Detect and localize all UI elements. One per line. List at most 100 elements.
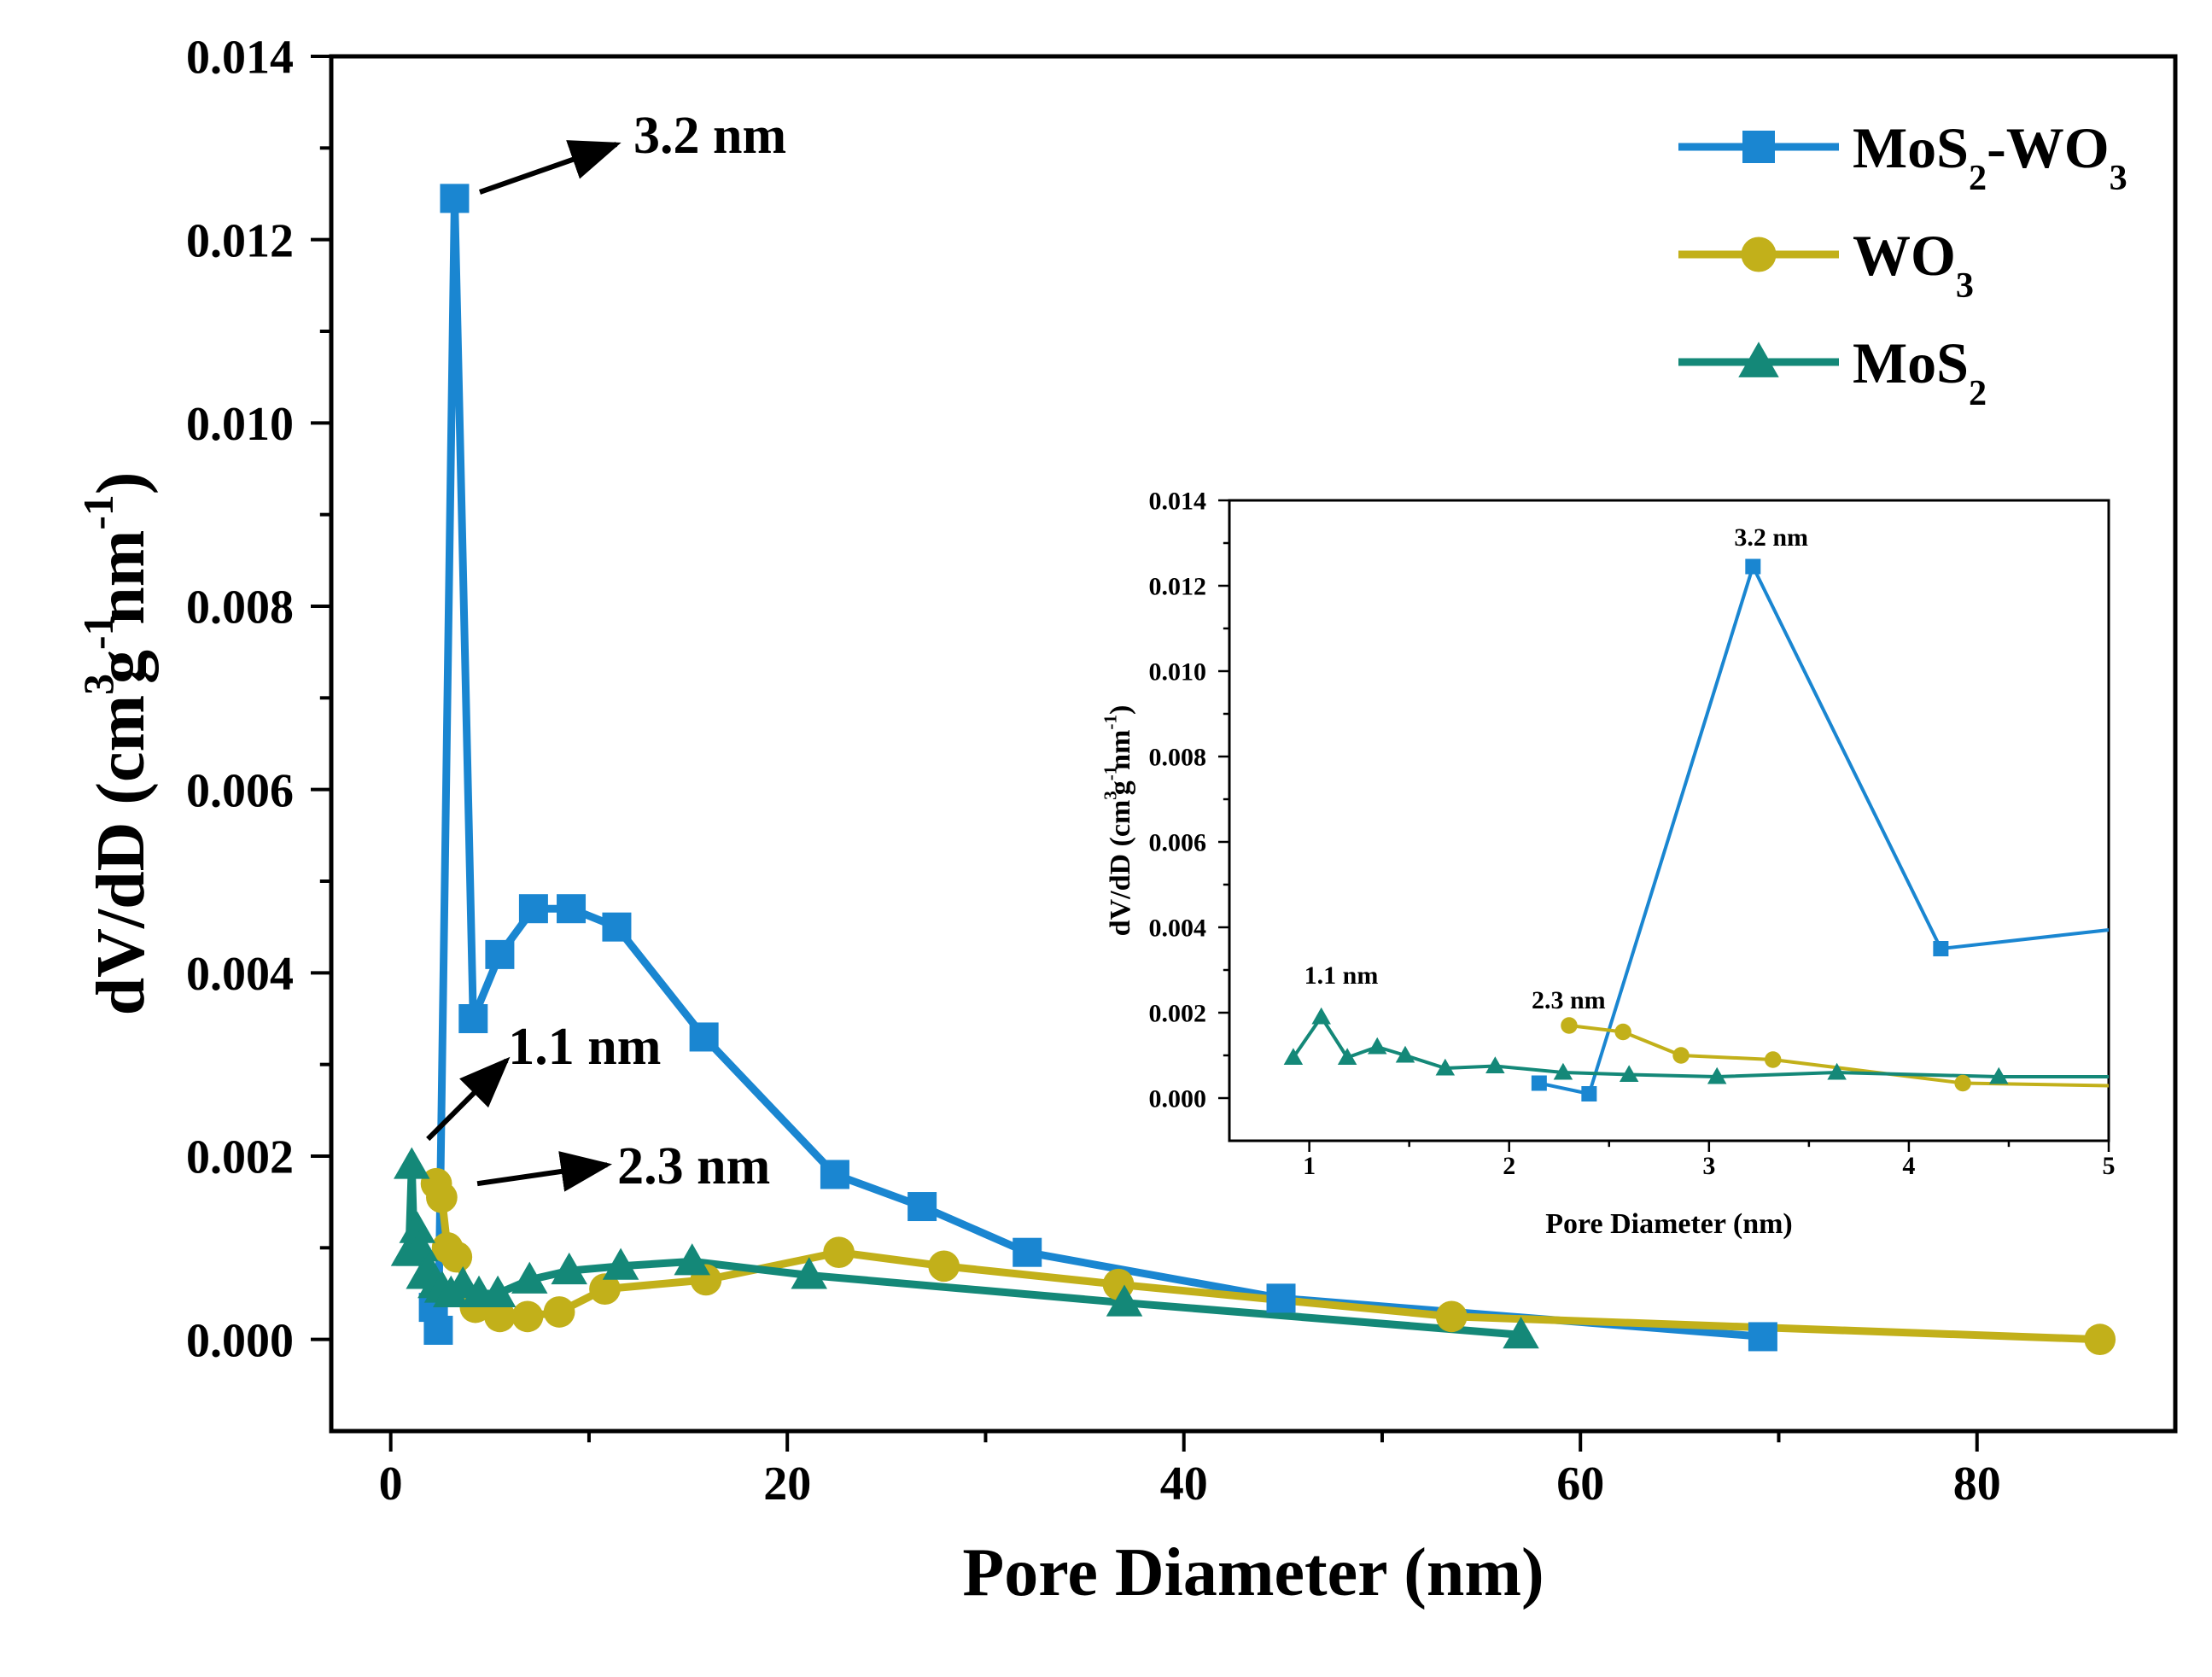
inset-series-line-wo3 <box>1568 1024 2109 1088</box>
inset-y-tick-label: 0.010 <box>1149 658 1207 687</box>
main-point-mos2-wo3 <box>1266 1283 1296 1313</box>
main-x-tick-label: 20 <box>763 1458 811 1510</box>
inset-y-axis-title: dV/dD (cm3g-1nm-1) <box>1100 705 1136 937</box>
inset-point-mos2-wo3 <box>1933 941 1949 956</box>
inset-annotation-label: 1.1 nm <box>1304 961 1379 990</box>
main-x-tick-label: 60 <box>1556 1458 1604 1510</box>
inset-x-tick-label: 5 <box>2103 1152 2116 1180</box>
inset-y-tick-label: 0.006 <box>1149 829 1207 857</box>
main-y-tick-label: 0.010 <box>186 398 294 451</box>
main-x-axis-title: Pore Diameter (nm) <box>962 1535 1544 1610</box>
main-point-mos2 <box>791 1257 827 1289</box>
inset-plot-frame <box>1228 499 2110 1142</box>
inset-x-tick-label: 4 <box>1902 1152 1915 1180</box>
legend-marker-mos2 <box>1738 342 1779 377</box>
inset-y-tick-label: 0.002 <box>1149 1000 1207 1028</box>
main-y-tick-label: 0.014 <box>186 32 294 85</box>
inset-point-mos2 <box>1283 1048 1304 1065</box>
inset-point-wo3 <box>2200 1079 2212 1096</box>
main-point-wo3 <box>1435 1300 1468 1333</box>
main-y-tick-label: 0.008 <box>186 581 294 634</box>
inset-x-tick-label: 2 <box>1503 1152 1515 1180</box>
main-point-wo3 <box>511 1300 544 1333</box>
inset-point-mos2 <box>1337 1048 1357 1065</box>
inset-point-mos2 <box>1707 1066 1727 1084</box>
main-point-wo3 <box>441 1241 473 1273</box>
inset-point-mos2 <box>2179 1067 2198 1084</box>
main-point-mos2-wo3 <box>518 894 548 924</box>
inset-point-mos2 <box>1827 1062 1847 1080</box>
inset-point-mos2 <box>1989 1066 2009 1084</box>
inset-point-mos2 <box>1395 1045 1415 1063</box>
main-y-axis-title: dV/dD (cm3g-1nm-1) <box>75 472 159 1016</box>
main-series-group <box>390 184 2116 1356</box>
main-point-mos2 <box>674 1243 710 1276</box>
main-point-wo3 <box>543 1296 575 1328</box>
inset-point-mos2 <box>1619 1065 1639 1082</box>
main-plot-frame <box>329 54 2178 1434</box>
legend-label-mos2: MoS2 <box>1853 330 1987 413</box>
main-point-mos2 <box>1503 1317 1539 1349</box>
main-annotation-label: 1.1 nm <box>508 1018 661 1076</box>
legend-marker-wo3 <box>1741 237 1777 272</box>
inset-y-tick-label: 0.004 <box>1149 914 1207 943</box>
legend-label-wo3: WO3 <box>1853 223 1974 306</box>
main-point-mos2 <box>394 1147 430 1179</box>
main-y-tick-label: 0.002 <box>186 1131 294 1184</box>
inset-point-mos2 <box>1435 1058 1456 1076</box>
inset-y-tick-label: 0.000 <box>1149 1085 1207 1113</box>
main-point-mos2 <box>511 1261 548 1294</box>
main-point-mos2-wo3 <box>1748 1322 1777 1352</box>
inset-x-tick-label: 1 <box>1303 1152 1316 1180</box>
inset-plot: 1 2 3 4 5 0.000 0.002 0.004 0.006 0.008 0.010 0.012… <box>1100 488 2212 1241</box>
inset-point-mos2 <box>1367 1037 1387 1055</box>
main-y-tick-label: 0.000 <box>186 1314 294 1367</box>
main-annotation-label: 2.3 nm <box>617 1137 770 1195</box>
main-point-wo3 <box>823 1236 855 1269</box>
main-point-mos2 <box>399 1211 436 1243</box>
inset-point-wo3 <box>1561 1017 1578 1034</box>
main-point-mos2-wo3 <box>689 1022 719 1052</box>
main-point-wo3 <box>484 1300 516 1333</box>
main-point-wo3 <box>928 1250 960 1283</box>
inset-series-group <box>1283 558 2212 1101</box>
inset-annotation-label: 3.2 nm <box>1734 523 1808 552</box>
main-point-mos2-wo3 <box>458 1004 488 1033</box>
main-point-mos2 <box>602 1248 639 1280</box>
main-annotation-arrow <box>479 140 622 195</box>
legend-marker-mos2-wo3 <box>1742 131 1775 163</box>
main-point-mos2 <box>551 1252 587 1285</box>
main-x-tick-label: 0 <box>379 1458 403 1510</box>
inset-y-tick-label: 0.014 <box>1149 488 1207 516</box>
main-point-mos2-wo3 <box>423 1315 453 1345</box>
main-point-wo3 <box>2084 1323 2116 1356</box>
main-y-tick-label: 0.012 <box>186 214 294 267</box>
inset-y-tick-label: 0.008 <box>1149 744 1207 772</box>
main-point-mos2 <box>1106 1284 1143 1317</box>
main-annotation-label: 3.2 nm <box>633 107 786 165</box>
inset-x-tick-label: 3 <box>1702 1152 1715 1180</box>
main-y-tick-label: 0.006 <box>186 764 294 817</box>
inset-point-mos2-wo3 <box>1531 1075 1547 1091</box>
main-plot: 0 20 40 60 80 0.000 0.002 0.004 0.006 0.008 0.010 0… <box>75 32 2178 1610</box>
inset-y-tick-label: 0.012 <box>1149 573 1207 601</box>
inset-annotation-label: 2.3 nm <box>1532 986 1606 1014</box>
main-x-tick-label: 80 <box>1953 1458 2001 1510</box>
main-point-mos2-wo3 <box>440 184 470 213</box>
main-point-wo3 <box>426 1181 458 1213</box>
legend-label-mos2-wo3: MoS2-WO3 <box>1853 115 2127 198</box>
inset-point-wo3 <box>1672 1047 1690 1064</box>
main-annotation-arrow <box>426 1056 511 1142</box>
main-point-mos2-wo3 <box>908 1192 937 1222</box>
inset-point-mos2-wo3 <box>1581 1086 1597 1101</box>
inset-point-wo3 <box>1954 1074 1971 1092</box>
main-point-mos2-wo3 <box>557 894 587 924</box>
inset-point-wo3 <box>1614 1023 1631 1041</box>
main-point-mos2-wo3 <box>820 1160 849 1189</box>
inset-point-mos2-wo3 <box>1745 558 1761 575</box>
inset-series-line-mos2 <box>1292 1015 2109 1078</box>
main-x-tick-label: 40 <box>1160 1458 1208 1510</box>
inset-x-axis-title: Pore Diameter (nm) <box>1545 1208 1793 1240</box>
inset-point-mos2 <box>1311 1007 1331 1025</box>
